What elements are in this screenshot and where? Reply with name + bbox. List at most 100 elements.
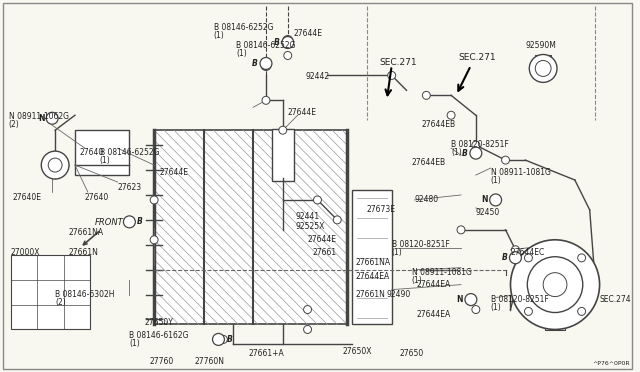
- Text: 27644E: 27644E: [159, 168, 188, 177]
- Text: 27644EA: 27644EA: [417, 310, 451, 318]
- Text: SEC.271: SEC.271: [380, 58, 417, 67]
- Text: 27661N: 27661N: [355, 290, 385, 299]
- Text: B 08146-6252G: B 08146-6252G: [236, 41, 296, 49]
- Circle shape: [511, 246, 520, 254]
- Bar: [75, 130, 129, 175]
- Text: B: B: [227, 335, 232, 344]
- Text: B: B: [502, 253, 508, 262]
- Circle shape: [279, 126, 287, 134]
- Text: 27650X: 27650X: [342, 347, 372, 356]
- Text: 27644E: 27644E: [288, 108, 317, 117]
- Text: B 08146-6162G: B 08146-6162G: [129, 331, 189, 340]
- Text: B: B: [252, 59, 258, 68]
- Text: B: B: [138, 217, 143, 227]
- Text: (1): (1): [491, 176, 502, 185]
- Circle shape: [314, 196, 321, 204]
- Text: 27650Y: 27650Y: [144, 318, 173, 327]
- Text: 27760: 27760: [149, 357, 173, 366]
- Text: 27661NA: 27661NA: [355, 258, 390, 267]
- Text: 27644E: 27644E: [294, 29, 323, 38]
- Text: 27644EA: 27644EA: [417, 280, 451, 289]
- Text: (1): (1): [451, 148, 462, 157]
- Text: 92441: 92441: [296, 212, 320, 221]
- Text: 27661: 27661: [312, 248, 337, 257]
- Text: 92525X: 92525X: [296, 222, 325, 231]
- Text: B 08120-8251F: B 08120-8251F: [491, 295, 548, 304]
- Text: 92480: 92480: [415, 195, 438, 204]
- Circle shape: [578, 307, 586, 315]
- Text: SEC.274: SEC.274: [600, 295, 631, 304]
- Text: 92442: 92442: [305, 73, 330, 81]
- Text: B: B: [462, 149, 468, 158]
- Text: 27640E: 27640E: [13, 193, 42, 202]
- Circle shape: [333, 216, 341, 224]
- Text: 92450: 92450: [476, 208, 500, 217]
- Text: 27760N: 27760N: [195, 357, 225, 366]
- Bar: [272, 129, 294, 181]
- Circle shape: [472, 141, 480, 149]
- Circle shape: [465, 294, 477, 305]
- Circle shape: [470, 147, 482, 159]
- Bar: [545, 312, 565, 330]
- Circle shape: [388, 71, 396, 79]
- Text: FRONT: FRONT: [83, 218, 124, 245]
- Circle shape: [46, 112, 58, 124]
- Circle shape: [525, 307, 532, 315]
- Text: B 08146-6302H: B 08146-6302H: [55, 290, 115, 299]
- Text: SEC.271: SEC.271: [458, 52, 495, 61]
- Circle shape: [261, 61, 271, 70]
- Circle shape: [260, 58, 272, 70]
- Text: (1): (1): [129, 339, 140, 349]
- Text: B 08120-8251F: B 08120-8251F: [392, 240, 449, 249]
- Text: N: N: [481, 195, 488, 205]
- Text: 27650: 27650: [399, 349, 424, 358]
- Circle shape: [150, 196, 158, 204]
- Text: 27640: 27640: [85, 193, 109, 202]
- Text: 27000X: 27000X: [11, 248, 40, 257]
- Circle shape: [529, 54, 557, 82]
- Text: (1): (1): [491, 302, 502, 312]
- Circle shape: [525, 254, 532, 262]
- Text: N 08911-1081G: N 08911-1081G: [491, 168, 550, 177]
- Circle shape: [124, 216, 135, 228]
- Text: 27661NA: 27661NA: [68, 228, 103, 237]
- Text: N 08911-1081G: N 08911-1081G: [412, 268, 472, 277]
- Circle shape: [150, 236, 158, 244]
- Circle shape: [212, 333, 225, 346]
- Circle shape: [509, 252, 522, 264]
- Text: B 08120-8251F: B 08120-8251F: [451, 140, 509, 149]
- Circle shape: [262, 96, 270, 104]
- Circle shape: [284, 51, 292, 60]
- Circle shape: [422, 92, 430, 99]
- Text: N 08911-1062G: N 08911-1062G: [8, 112, 68, 121]
- Circle shape: [472, 305, 480, 314]
- Text: N: N: [456, 295, 463, 304]
- Text: 27640: 27640: [80, 148, 104, 157]
- Circle shape: [303, 326, 312, 333]
- Text: ^P76^0P0R: ^P76^0P0R: [593, 361, 630, 366]
- Text: 27644E: 27644E: [308, 235, 337, 244]
- Circle shape: [502, 156, 509, 164]
- Text: 92490: 92490: [387, 290, 411, 299]
- Circle shape: [220, 336, 227, 343]
- Bar: [154, 130, 347, 324]
- Text: 27644EA: 27644EA: [355, 272, 389, 281]
- Text: 27623: 27623: [118, 183, 141, 192]
- Text: (1): (1): [236, 48, 247, 58]
- Circle shape: [490, 194, 502, 206]
- Circle shape: [303, 305, 312, 314]
- Text: 27644EB: 27644EB: [421, 120, 456, 129]
- Text: 27644EC: 27644EC: [511, 248, 545, 257]
- Text: (1): (1): [392, 248, 403, 257]
- Circle shape: [457, 226, 465, 234]
- Text: (2): (2): [55, 298, 66, 307]
- Text: 92590M: 92590M: [525, 41, 556, 49]
- Text: 27644EB: 27644EB: [412, 158, 445, 167]
- Text: 27673E: 27673E: [367, 205, 396, 214]
- Circle shape: [282, 36, 294, 48]
- Bar: [11, 255, 90, 330]
- Text: (2): (2): [8, 120, 19, 129]
- Text: B 08146-6252G: B 08146-6252G: [100, 148, 159, 157]
- Text: (1): (1): [214, 31, 224, 39]
- Bar: [352, 190, 392, 324]
